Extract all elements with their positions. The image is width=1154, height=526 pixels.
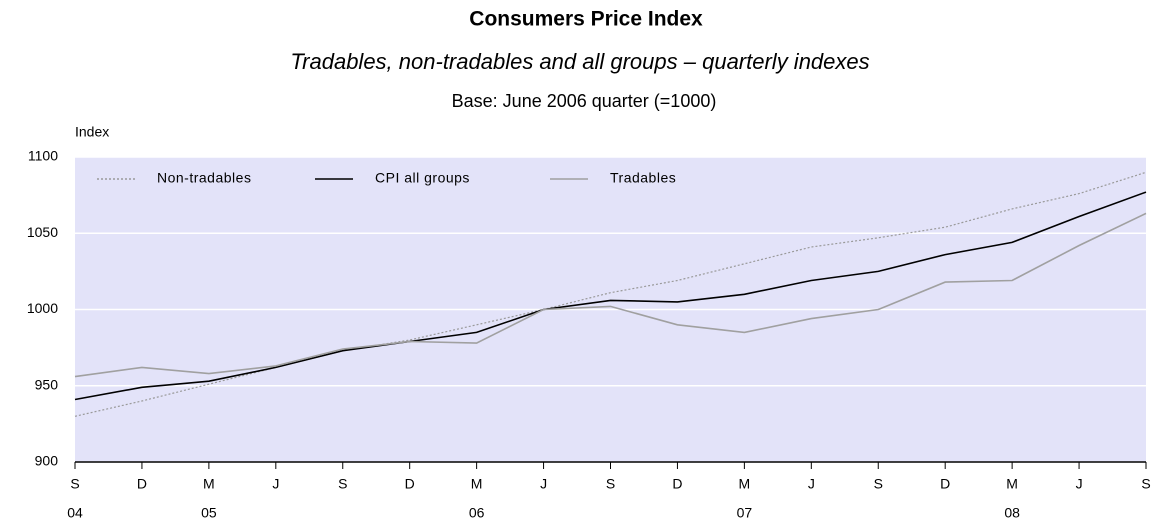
year-label: 04 xyxy=(67,505,83,521)
x-tick-label: J xyxy=(540,476,547,492)
x-tick-label: S xyxy=(606,476,615,492)
y-tick-label: 900 xyxy=(35,453,59,469)
x-tick-label: S xyxy=(70,476,79,492)
legend-label: Tradables xyxy=(610,170,676,186)
y-tick-label: 950 xyxy=(35,376,59,392)
x-tick-label: D xyxy=(672,476,682,492)
x-tick-label: S xyxy=(1141,476,1150,492)
series-line xyxy=(74,191,1147,401)
series-line xyxy=(74,212,1147,378)
x-tick-label: S xyxy=(874,476,883,492)
y-tick-label: 1100 xyxy=(28,148,58,164)
x-tick-label: M xyxy=(1006,476,1018,492)
x-tick-label: M xyxy=(739,476,751,492)
x-tick-label: M xyxy=(471,476,483,492)
chart-subtitle: Tradables, non-tradables and all groups … xyxy=(290,49,869,74)
x-tick-label: D xyxy=(940,476,950,492)
x-tick-label: J xyxy=(272,476,279,492)
legend-label: Non-tradables xyxy=(157,170,251,186)
x-tick-label: D xyxy=(137,476,147,492)
y-axis-label: Index xyxy=(75,124,109,140)
x-tick-label: J xyxy=(808,476,815,492)
year-label: 07 xyxy=(737,505,753,521)
x-tick-label: S xyxy=(338,476,347,492)
y-tick-label: 1000 xyxy=(27,300,58,316)
series-line xyxy=(74,171,1147,417)
x-tick-label: J xyxy=(1076,476,1083,492)
y-tick-label: 1050 xyxy=(27,224,58,240)
legend-label: CPI all groups xyxy=(375,170,470,186)
chart-note: Base: June 2006 quarter (=1000) xyxy=(452,91,717,111)
year-label: 05 xyxy=(201,505,217,521)
chart-title: Consumers Price Index xyxy=(469,8,703,31)
year-label: 08 xyxy=(1004,505,1020,521)
x-tick-label: D xyxy=(405,476,415,492)
year-label: 06 xyxy=(469,505,485,521)
x-tick-label: M xyxy=(203,476,215,492)
